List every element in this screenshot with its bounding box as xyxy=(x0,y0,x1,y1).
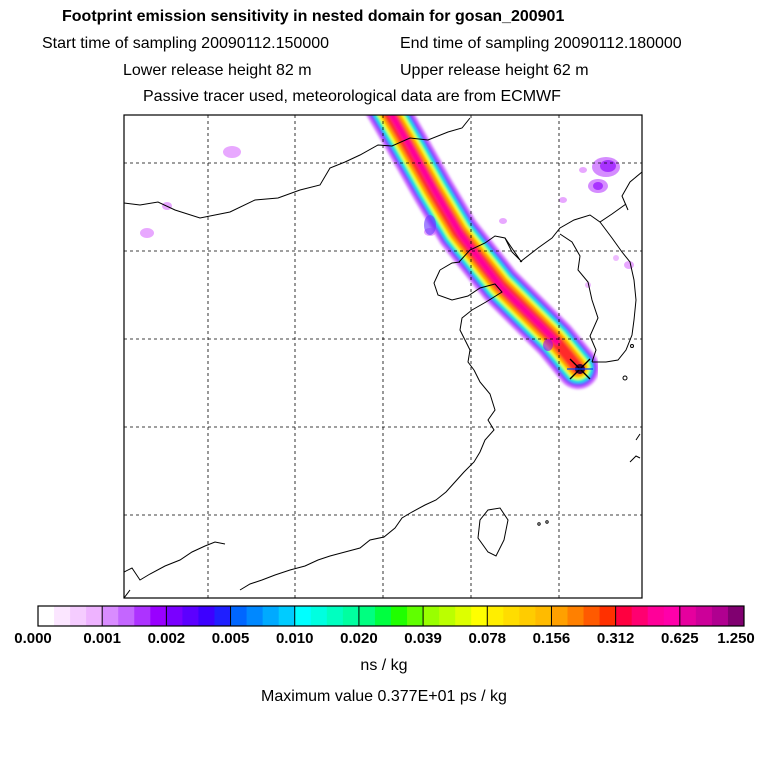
legend-swatch xyxy=(262,606,280,626)
coastlines xyxy=(124,117,642,598)
legend-swatch xyxy=(54,606,71,626)
legend-swatch xyxy=(711,606,729,626)
legend-swatch xyxy=(551,606,568,626)
legend-swatch xyxy=(358,606,376,626)
legend-tick-label: 0.001 xyxy=(83,630,121,647)
legend-swatch xyxy=(86,606,103,626)
legend-swatch xyxy=(663,606,681,626)
legend-swatch xyxy=(70,606,87,626)
legend-unit-label: ns / kg xyxy=(360,657,408,674)
legend-swatch xyxy=(118,606,135,626)
legend-swatch xyxy=(455,606,472,626)
tracer-specks xyxy=(140,146,634,288)
plume-fringe xyxy=(424,215,553,351)
legend-swatch xyxy=(246,606,264,626)
legend-swatch xyxy=(102,606,119,626)
legend-swatch xyxy=(278,606,296,626)
legend-tick-label: 0.000 xyxy=(14,630,52,647)
legend-swatch xyxy=(150,606,167,626)
legend-swatch xyxy=(583,606,601,626)
legend-swatch xyxy=(342,606,360,626)
legend-tick-label: 0.078 xyxy=(468,630,507,647)
legend-swatch xyxy=(647,606,665,626)
legend-swatch xyxy=(391,606,408,626)
legend-swatch xyxy=(294,606,312,626)
tracer-info-label: Passive tracer used, meteorological data… xyxy=(143,88,561,105)
legend-tick-label: 1.250 xyxy=(717,630,755,647)
receptor-location-icon xyxy=(567,358,593,380)
legend-swatch xyxy=(487,606,504,626)
legend-tick-label: 0.625 xyxy=(661,630,699,647)
legend-tick-label: 0.010 xyxy=(275,630,314,647)
legend-swatch xyxy=(38,606,55,626)
legend-swatch xyxy=(214,606,232,626)
legend-swatch xyxy=(182,606,199,626)
legend-swatch xyxy=(310,606,328,626)
legend-tick-label: 0.005 xyxy=(211,630,250,647)
legend-swatch xyxy=(134,606,151,626)
map-title: Footprint emission sensitivity in nested… xyxy=(62,8,565,25)
legend-swatch xyxy=(374,606,392,626)
maximum-value-label: Maximum value 0.377E+01 ps / kg xyxy=(261,688,507,705)
legend-swatch xyxy=(503,606,520,626)
legend-tick-label: 0.020 xyxy=(340,630,378,647)
legend-swatch xyxy=(695,606,713,626)
legend-swatch xyxy=(631,606,649,626)
legend-swatch xyxy=(198,606,215,626)
legend-swatch xyxy=(423,606,440,626)
legend-swatch xyxy=(519,606,536,626)
legend-tick-label: 0.312 xyxy=(596,630,635,647)
legend-swatch xyxy=(166,606,183,626)
legend-swatch xyxy=(599,606,617,626)
legend-swatch xyxy=(230,606,248,626)
legend-swatch xyxy=(679,606,697,626)
legend-swatch xyxy=(615,606,633,626)
legend-tick-label: 0.156 xyxy=(532,630,571,647)
legend-tick-label: 0.039 xyxy=(404,630,442,647)
legend-tick-label: 0.002 xyxy=(147,630,186,647)
legend-swatch xyxy=(407,606,424,626)
legend-swatch xyxy=(439,606,456,626)
legend-swatch xyxy=(535,606,552,626)
legend-swatch xyxy=(727,606,745,626)
upper-release-label: Upper release height 62 m xyxy=(400,62,589,79)
lower-release-label: Lower release height 82 m xyxy=(123,62,312,79)
legend-swatch xyxy=(567,606,585,626)
color-legend-bar xyxy=(37,605,745,627)
lat-lon-grid xyxy=(124,115,642,598)
end-sampling-label: End time of sampling 20090112.180000 xyxy=(400,35,682,52)
footprint-plume xyxy=(366,115,599,389)
legend-swatch xyxy=(471,606,488,626)
start-sampling-label: Start time of sampling 20090112.150000 xyxy=(42,35,330,52)
legend-swatch xyxy=(326,606,344,626)
